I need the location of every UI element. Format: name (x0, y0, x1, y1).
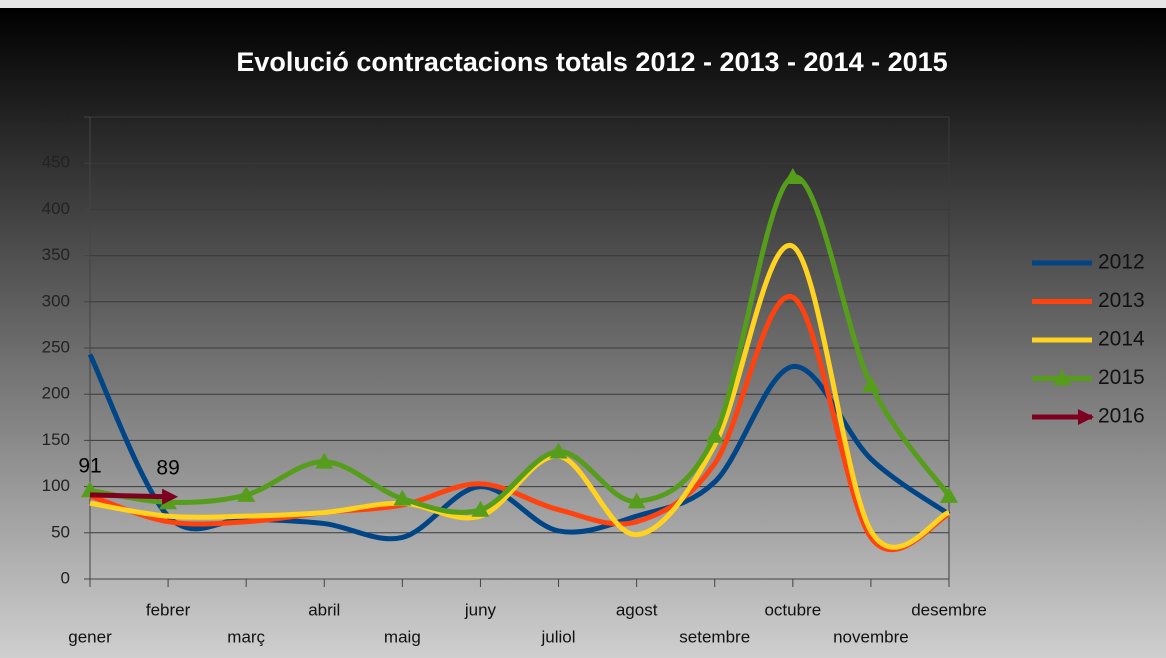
x-tick-label: gener (68, 627, 112, 646)
series-line (89, 492, 169, 500)
marker (549, 442, 568, 459)
y-tick-label: 100 (42, 476, 70, 495)
data-label: 89 (156, 456, 179, 479)
y-tick-label: 50 (51, 522, 70, 541)
y-tick-label: 250 (42, 337, 70, 356)
legend-label: 2015 (1098, 366, 1145, 389)
top-strip (0, 0, 1166, 8)
chart-background (0, 8, 1166, 658)
chart-title: Evolució contractacions totals 2012 - 20… (236, 47, 947, 77)
marker (861, 375, 880, 392)
x-tick-label: setembre (679, 627, 750, 646)
legend-label: 2013 (1098, 289, 1145, 312)
series-line (89, 294, 951, 553)
marker (471, 500, 490, 517)
y-tick-label: 400 (42, 199, 70, 218)
legend-label: 2016 (1098, 405, 1145, 428)
marker (940, 486, 958, 503)
marker (162, 488, 179, 505)
marker (393, 489, 412, 506)
x-tick-label: juny (464, 600, 497, 619)
legend-marker (1053, 369, 1071, 386)
y-tick-label: 150 (42, 430, 70, 449)
x-tick-label: agost (616, 600, 658, 619)
x-tick-label: octubre (764, 600, 821, 619)
y-tick-label: 0 (61, 568, 70, 587)
y-tick-label: 300 (42, 291, 70, 310)
legend-label: 2012 (1098, 251, 1145, 274)
x-tick-label: desembre (911, 600, 987, 619)
data-label: 91 (78, 454, 101, 477)
marker (705, 426, 724, 443)
x-tick-label: abril (308, 600, 340, 619)
legend-label: 2014 (1098, 328, 1145, 351)
legend-marker (1078, 409, 1094, 425)
x-tick-label: maig (384, 627, 421, 646)
y-tick-label: 450 (42, 153, 70, 172)
marker (237, 485, 256, 502)
y-tick-label: 350 (42, 245, 70, 264)
x-tick-label: març (227, 627, 265, 646)
marker (783, 168, 802, 185)
x-tick-label: febrer (146, 600, 191, 619)
series-line (89, 243, 951, 550)
y-tick-label: 200 (42, 384, 70, 403)
x-tick-label: novembre (833, 627, 909, 646)
marker (627, 492, 646, 509)
y-tick-label: 500 (42, 106, 70, 125)
series-line (89, 174, 952, 515)
x-tick-label: juliol (541, 627, 576, 646)
marker (315, 452, 334, 469)
